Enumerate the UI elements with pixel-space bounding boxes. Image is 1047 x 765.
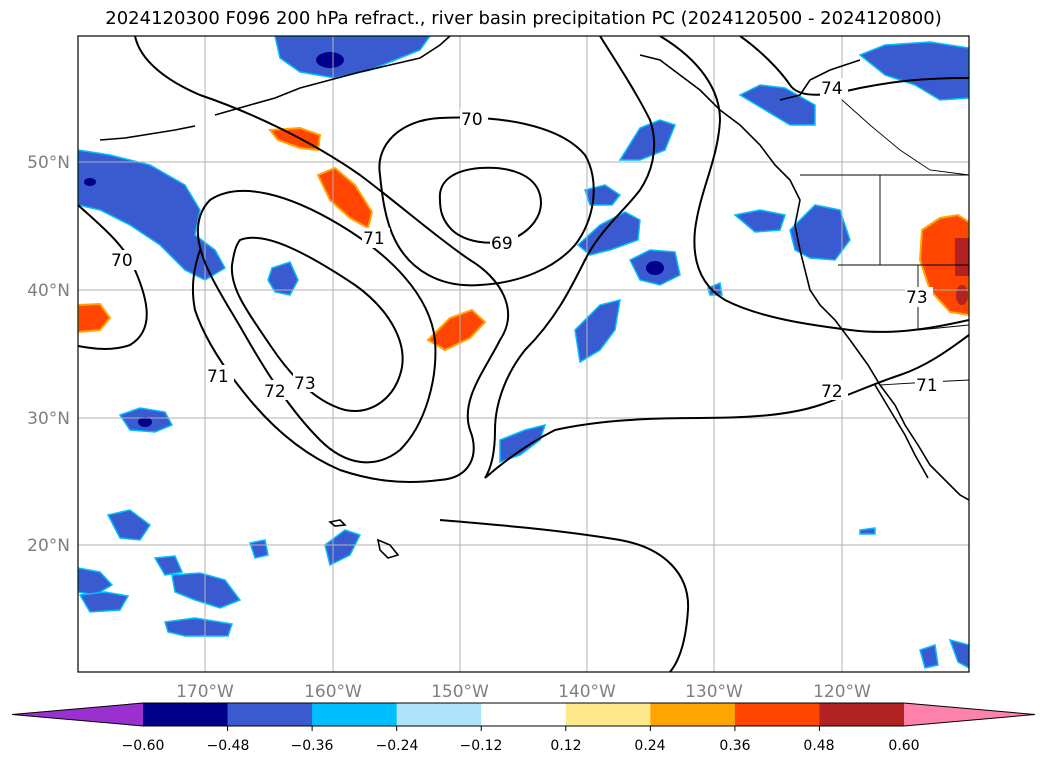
graticule: [78, 36, 969, 672]
contour-label-71-top: 71: [363, 229, 385, 249]
patch-coast-1: [738, 84, 816, 126]
contour-72-east: [659, 36, 969, 333]
patch-sw-4: [153, 555, 184, 576]
longitude-labels: 170°W 160°W 150°W 140°W 130°W 120°W: [176, 682, 871, 702]
coastlines: [99, 36, 969, 559]
positive-core-spots: [955, 238, 969, 305]
contour-south: [439, 519, 690, 672]
alaska-coast: [214, 36, 451, 116]
patch-mid-1: [499, 423, 547, 464]
lat-label-30n: 30°N: [27, 409, 70, 429]
colorbar-tick-label: −0.12: [460, 738, 503, 754]
patch-mid-6: [618, 119, 676, 161]
negative-core-spots: [84, 52, 664, 427]
colorbar-tick-label: 0.36: [719, 738, 750, 754]
contour-label-70-top: 70: [461, 110, 483, 130]
colorbar-tick-label: −0.48: [207, 738, 250, 754]
lon-label-160w: 160°W: [304, 682, 362, 702]
patch-coast-5: [707, 281, 723, 296]
colorbar-tick-label: 0.60: [888, 738, 919, 754]
west-coast: [639, 54, 969, 501]
colorbar-tick-label: 0.48: [803, 738, 834, 754]
patch-pos-1: [268, 126, 322, 152]
patch-sw-6: [164, 617, 233, 637]
lon-label-130w: 130°W: [685, 682, 743, 702]
colorbar-segment: [734, 703, 820, 726]
borders: [800, 99, 969, 386]
colorbar-segment: [312, 703, 398, 726]
contour-71-mid: [484, 36, 969, 479]
patch-pos-3: [426, 308, 487, 352]
lat-label-20n: 20°N: [27, 536, 70, 556]
patch-se-2: [948, 638, 969, 669]
patch-west-large: [78, 149, 227, 281]
latitude-labels: 50°N 40°N 30°N 20°N: [27, 153, 70, 556]
patch-sw-5: [171, 572, 242, 609]
lat-label-40n: 40°N: [27, 281, 70, 301]
lon-label-120w: 120°W: [813, 682, 871, 702]
colorbar-tick-label: −0.24: [376, 738, 419, 754]
contour-72: [196, 189, 437, 464]
plot-frame: [77, 35, 970, 673]
hawaii-west: [328, 519, 347, 527]
patch-sw-3: [78, 591, 130, 613]
colorbar-tick-label: −0.60: [122, 738, 165, 754]
colorbar-tick-label: 0.24: [634, 738, 665, 754]
patch-small-165: [267, 261, 299, 296]
colorbar-tick-labels: −0.60 −0.48 −0.36 −0.24 −0.12 0.12 0.24 …: [122, 738, 920, 754]
patch-sw-2: [78, 567, 114, 596]
contour-70-left: [78, 204, 148, 350]
canada-interior-coast: [779, 59, 861, 101]
patch-coast-3: [733, 209, 786, 233]
lat-label-50n: 50°N: [27, 153, 70, 173]
lon-label-140w: 140°W: [558, 682, 616, 702]
baja: [874, 384, 929, 479]
colorbar-outline: [11, 702, 1036, 727]
colorbar-segment: [819, 703, 905, 726]
colorbar-tick-label: 0.12: [550, 738, 581, 754]
lon-label-150w: 150°W: [431, 682, 489, 702]
contour-label-69: 69: [491, 234, 513, 254]
patch-se-3: [859, 527, 876, 535]
contour-label-group: 70 69 71 70 71 72 73 74 73 72 71: [110, 78, 943, 402]
colorbar: [11, 702, 1036, 731]
colorbar-segment: [396, 703, 482, 726]
patch-sw-1: [106, 509, 152, 541]
contour-label-73-right: 73: [906, 288, 928, 308]
map-plot-area: 70 69 71 70 71 72 73 74 73 72 71: [78, 36, 969, 672]
lon-label-170w: 170°W: [176, 682, 234, 702]
colorbar-segment: [227, 703, 313, 726]
contour-70-ring: [378, 116, 595, 287]
negative-precip-patches: [78, 36, 969, 669]
contour-label-71-left: 71: [207, 367, 229, 387]
contour-73-ring: [230, 236, 404, 412]
patch-pos-4: [78, 302, 112, 334]
colorbar-segment: [565, 703, 651, 726]
patch-coast-2: [858, 41, 969, 101]
contour-71-a: [134, 36, 510, 483]
colorbar-segment: [650, 703, 736, 726]
refractivity-contours: [78, 36, 969, 672]
contour-69-ring: [438, 166, 542, 244]
patch-mid-2: [574, 298, 621, 364]
colorbar-extend-low: [12, 703, 143, 726]
colorbar-segment: [143, 703, 229, 726]
chart-title: 2024120300 F096 200 hPa refract., river …: [105, 8, 942, 29]
contour-label-72-left: 72: [264, 382, 286, 402]
colorbar-tick-label: −0.36: [291, 738, 334, 754]
colorbar-extend-high: [904, 703, 1035, 726]
hawaii-main: [376, 538, 400, 559]
contour-label-71-right: 71: [916, 376, 938, 396]
patch-se-1: [919, 644, 939, 669]
aleutian-chain: [99, 125, 196, 141]
contour-label-72-right: 72: [821, 382, 843, 402]
contour-label-73-left: 73: [294, 374, 316, 394]
colorbar-segment: [481, 703, 567, 726]
contour-label-70-left: 70: [111, 251, 133, 271]
contour-label-74: 74: [821, 79, 843, 99]
